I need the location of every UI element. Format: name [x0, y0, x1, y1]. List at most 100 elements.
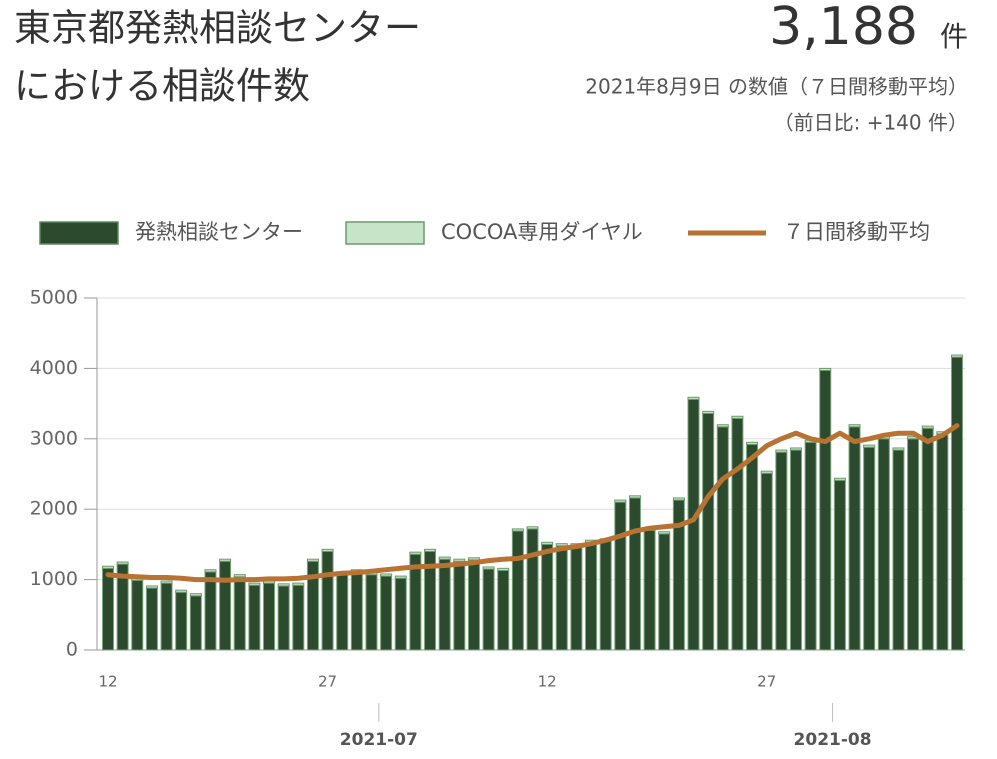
bar [292, 582, 305, 586]
bar [424, 548, 437, 552]
bar [848, 426, 861, 651]
headline-value: 3,188 [769, 0, 918, 57]
bar [526, 526, 539, 530]
bar [789, 447, 802, 451]
y-tick-label: 4000 [30, 357, 78, 379]
bar [336, 573, 349, 651]
bar [409, 551, 422, 555]
bar [819, 367, 832, 372]
bar [526, 528, 539, 651]
bar [555, 543, 568, 547]
bar [277, 585, 290, 651]
bar [116, 561, 129, 565]
x-tick-label: 27 [318, 673, 337, 691]
bar [248, 582, 261, 586]
bar [921, 427, 934, 651]
bar [365, 574, 378, 651]
bar [936, 433, 949, 651]
bar [263, 582, 276, 651]
legend-label: COCOA専用ダイヤル [441, 220, 643, 244]
bar [438, 556, 451, 560]
bar [585, 541, 598, 651]
bar [160, 580, 173, 584]
legend-swatch [345, 221, 425, 245]
bar [921, 425, 934, 429]
bar [497, 567, 510, 571]
bar [863, 446, 876, 651]
chart-title: 東京都発熱相談センター [14, 7, 421, 50]
bar [907, 438, 920, 651]
bar [570, 545, 583, 651]
bar [628, 497, 641, 651]
y-tick-label: 5000 [30, 287, 78, 309]
bar [219, 560, 232, 651]
bar [350, 571, 363, 651]
bar [394, 577, 407, 651]
bar [702, 412, 715, 651]
bar [497, 569, 510, 651]
bar [848, 424, 861, 428]
x-tick-label: 12 [98, 673, 117, 691]
bar [658, 531, 671, 535]
bar [438, 558, 451, 651]
bar [951, 354, 963, 358]
bar [555, 545, 568, 651]
y-tick-label: 2000 [30, 498, 78, 520]
bar [628, 495, 641, 499]
bar [204, 569, 217, 573]
bar [614, 499, 627, 503]
bar [102, 565, 114, 569]
bar [453, 558, 466, 562]
month-label: 2021-08 [794, 730, 872, 750]
bar [175, 591, 188, 651]
bar [804, 441, 817, 651]
bar [789, 449, 802, 651]
bar [321, 550, 334, 651]
bar [833, 479, 846, 651]
bar [951, 356, 963, 651]
bar [746, 443, 759, 651]
bar [511, 528, 524, 532]
bar [541, 543, 554, 651]
y-tick-label: 3000 [30, 427, 78, 449]
bar [189, 593, 202, 597]
bar [599, 540, 612, 651]
y-tick-label: 0 [66, 639, 78, 661]
bar [775, 449, 788, 453]
bar [672, 497, 685, 501]
bar [453, 560, 466, 651]
bar [321, 548, 334, 552]
bar [511, 530, 524, 651]
bar [892, 449, 905, 651]
bar [160, 582, 173, 651]
bar [760, 472, 773, 651]
bar [145, 587, 158, 651]
bar [658, 533, 671, 651]
bar [819, 370, 832, 651]
bar [614, 501, 627, 651]
headline-unit: 件 [940, 20, 968, 53]
headline-change: （前日比: +140 件） [774, 111, 968, 135]
bar [687, 398, 700, 651]
bar [731, 415, 744, 419]
chart-title: における相談件数 [14, 65, 310, 108]
bar [175, 589, 188, 593]
bar [189, 595, 202, 651]
bar [102, 567, 114, 651]
bar [541, 541, 554, 545]
bar [687, 396, 700, 400]
bar [482, 568, 495, 651]
average-line [105, 423, 960, 583]
bar [702, 410, 715, 414]
bar [877, 438, 890, 651]
bar [760, 470, 773, 474]
bar [248, 584, 261, 651]
month-label: 2021-07 [340, 730, 418, 750]
bar [716, 424, 729, 428]
bar [233, 576, 246, 651]
bar [394, 575, 407, 579]
bar [716, 426, 729, 651]
bar [277, 583, 290, 587]
